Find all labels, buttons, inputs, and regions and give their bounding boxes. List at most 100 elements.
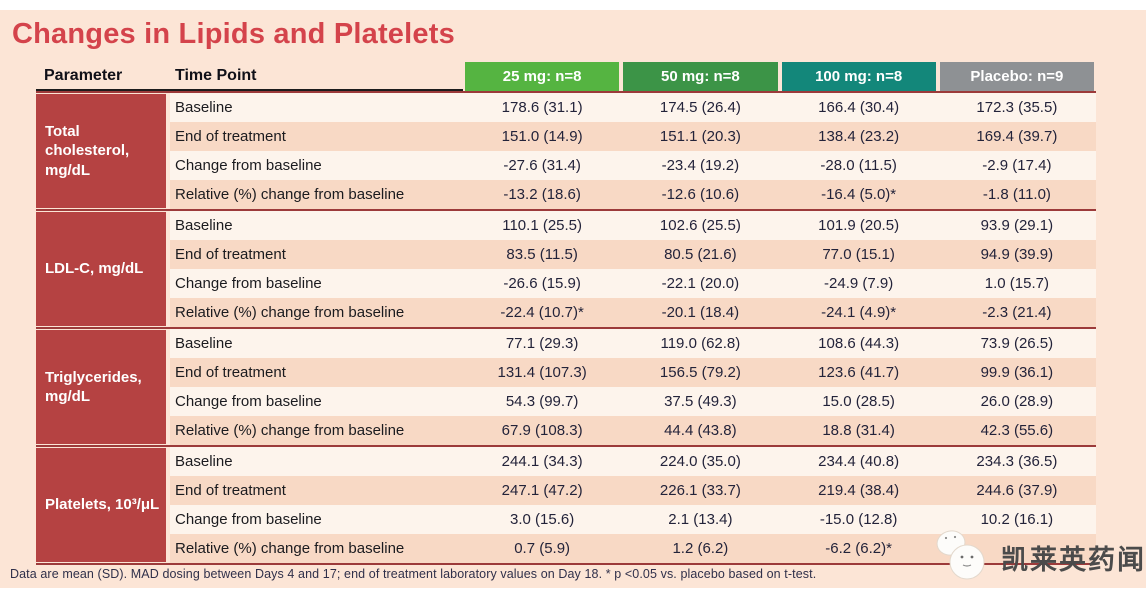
parameter-label: Triglycerides, mg/dL <box>36 330 166 444</box>
value-cell: 123.6 (41.7) <box>779 358 938 387</box>
lipids-platelets-table: Parameter Time Point 25 mg: n=8 50 mg: n=… <box>36 62 1096 565</box>
timepoint-label: End of treatment <box>170 358 463 387</box>
value-cell: 26.0 (28.9) <box>937 387 1096 416</box>
timepoint-label: End of treatment <box>170 122 463 151</box>
value-cell: 151.0 (14.9) <box>463 122 622 151</box>
watermark: 凯莱英药闻 <box>929 528 1146 586</box>
value-cell: 131.4 (107.3) <box>463 358 622 387</box>
value-cell: 224.0 (35.0) <box>621 447 780 476</box>
page-title: Changes in Lipids and Platelets <box>12 18 455 50</box>
value-cell: 234.4 (40.8) <box>779 447 938 476</box>
watermark-text: 凯莱英药闻 <box>1001 544 1146 576</box>
value-cell: 172.3 (35.5) <box>937 93 1096 122</box>
timepoint-label: Baseline <box>170 93 463 122</box>
value-cell: 166.4 (30.4) <box>779 93 938 122</box>
parameter-label: Total cholesterol, mg/dL <box>36 94 166 208</box>
value-cell: 234.3 (36.5) <box>937 447 1096 476</box>
value-cell: 99.9 (36.1) <box>937 358 1096 387</box>
timepoint-label: Change from baseline <box>170 505 463 534</box>
slide-panel: Changes in Lipids and Platelets Paramete… <box>0 10 1146 588</box>
value-cell: -16.4 (5.0)* <box>779 180 938 209</box>
value-cell: 138.4 (23.2) <box>779 122 938 151</box>
value-cell: -27.6 (31.4) <box>463 151 622 180</box>
value-cell: 18.8 (31.4) <box>779 416 938 445</box>
parameter-section: Platelets, 10³/μL Baseline 244.1 (34.3) 224… <box>36 447 1096 565</box>
value-cell: 37.5 (49.3) <box>621 387 780 416</box>
value-cell: 178.6 (31.1) <box>463 93 622 122</box>
value-cell: 156.5 (79.2) <box>621 358 780 387</box>
value-cell: 94.9 (39.9) <box>937 240 1096 269</box>
value-cell: 101.9 (20.5) <box>779 211 938 240</box>
dose-column-header: Placebo: n=9 <box>939 62 1094 91</box>
value-cell: 10.2 (16.1) <box>937 505 1096 534</box>
value-cell: 93.9 (29.1) <box>937 211 1096 240</box>
value-cell: 54.3 (99.7) <box>463 387 622 416</box>
dose-column-header: 50 mg: n=8 <box>623 62 778 91</box>
value-cell: 247.1 (47.2) <box>463 476 622 505</box>
value-cell: 2.1 (13.4) <box>621 505 780 534</box>
dose-column-header: 100 mg: n=8 <box>781 62 936 91</box>
value-cell: -15.0 (12.8) <box>779 505 938 534</box>
value-cell: 73.9 (26.5) <box>937 329 1096 358</box>
timepoint-label: Baseline <box>170 447 463 476</box>
parameter-section: Total cholesterol, mg/dL Baseline 178.6 (3… <box>36 93 1096 211</box>
value-cell: -13.2 (18.6) <box>463 180 622 209</box>
timepoint-label: End of treatment <box>170 240 463 269</box>
value-cell: 77.1 (29.3) <box>463 329 622 358</box>
value-cell: 226.1 (33.7) <box>621 476 780 505</box>
col-header-parameter: Parameter <box>36 62 170 91</box>
value-cell: 44.4 (43.8) <box>621 416 780 445</box>
parameter-section: Triglycerides, mg/dL Baseline 77.1 (29.3) 1… <box>36 329 1096 447</box>
parameter-label: Platelets, 10³/μL <box>36 448 166 562</box>
value-cell: 1.2 (6.2) <box>621 534 780 563</box>
value-cell: 3.0 (15.6) <box>463 505 622 534</box>
value-cell: 108.6 (44.3) <box>779 329 938 358</box>
timepoint-label: Change from baseline <box>170 387 463 416</box>
value-cell: 151.1 (20.3) <box>621 122 780 151</box>
timepoint-label: Change from baseline <box>170 151 463 180</box>
value-cell: 219.4 (38.4) <box>779 476 938 505</box>
value-cell: -22.4 (10.7)* <box>463 298 622 327</box>
table-header-row: Parameter Time Point 25 mg: n=8 50 mg: n=… <box>36 62 1096 91</box>
value-cell: -1.8 (11.0) <box>937 180 1096 209</box>
timepoint-label: Relative (%) change from baseline <box>170 416 463 445</box>
dose-column-header: 25 mg: n=8 <box>465 62 620 91</box>
timepoint-label: Relative (%) change from baseline <box>170 298 463 327</box>
value-cell: 119.0 (62.8) <box>621 329 780 358</box>
table-body: Total cholesterol, mg/dL Baseline 178.6 (3… <box>36 91 1096 565</box>
parameter-section: LDL-C, mg/dL Baseline 110.1 (25.5) 102.6 (2… <box>36 211 1096 329</box>
timepoint-label: Relative (%) change from baseline <box>170 534 463 563</box>
value-cell: 77.0 (15.1) <box>779 240 938 269</box>
value-cell: 0.7 (5.9) <box>463 534 622 563</box>
footnote: Data are mean (SD). MAD dosing between D… <box>10 567 817 581</box>
value-cell: -24.9 (7.9) <box>779 269 938 298</box>
value-cell: -20.1 (18.4) <box>621 298 780 327</box>
timepoint-label: Change from baseline <box>170 269 463 298</box>
col-header-timepoint: Time Point <box>170 62 463 91</box>
value-cell: -24.1 (4.9)* <box>779 298 938 327</box>
timepoint-label: End of treatment <box>170 476 463 505</box>
value-cell: -28.0 (11.5) <box>779 151 938 180</box>
value-cell: 244.1 (34.3) <box>463 447 622 476</box>
value-cell: 1.0 (15.7) <box>937 269 1096 298</box>
value-cell: -2.9 (17.4) <box>937 151 1096 180</box>
timepoint-label: Baseline <box>170 329 463 358</box>
value-cell: -6.2 (6.2)* <box>779 534 938 563</box>
value-cell: -22.1 (20.0) <box>621 269 780 298</box>
value-cell: 169.4 (39.7) <box>937 122 1096 151</box>
timepoint-label: Baseline <box>170 211 463 240</box>
watermark-logo-icon <box>936 530 985 580</box>
value-cell: 80.5 (21.6) <box>621 240 780 269</box>
value-cell: 15.0 (28.5) <box>779 387 938 416</box>
value-cell: -23.4 (19.2) <box>621 151 780 180</box>
value-cell: 110.1 (25.5) <box>463 211 622 240</box>
timepoint-label: Relative (%) change from baseline <box>170 180 463 209</box>
value-cell: 244.6 (37.9) <box>937 476 1096 505</box>
value-cell: 42.3 (55.6) <box>937 416 1096 445</box>
value-cell: -26.6 (15.9) <box>463 269 622 298</box>
value-cell: 102.6 (25.5) <box>621 211 780 240</box>
value-cell: 83.5 (11.5) <box>463 240 622 269</box>
value-cell: 174.5 (26.4) <box>621 93 780 122</box>
value-cell: -12.6 (10.6) <box>621 180 780 209</box>
value-cell: 67.9 (108.3) <box>463 416 622 445</box>
